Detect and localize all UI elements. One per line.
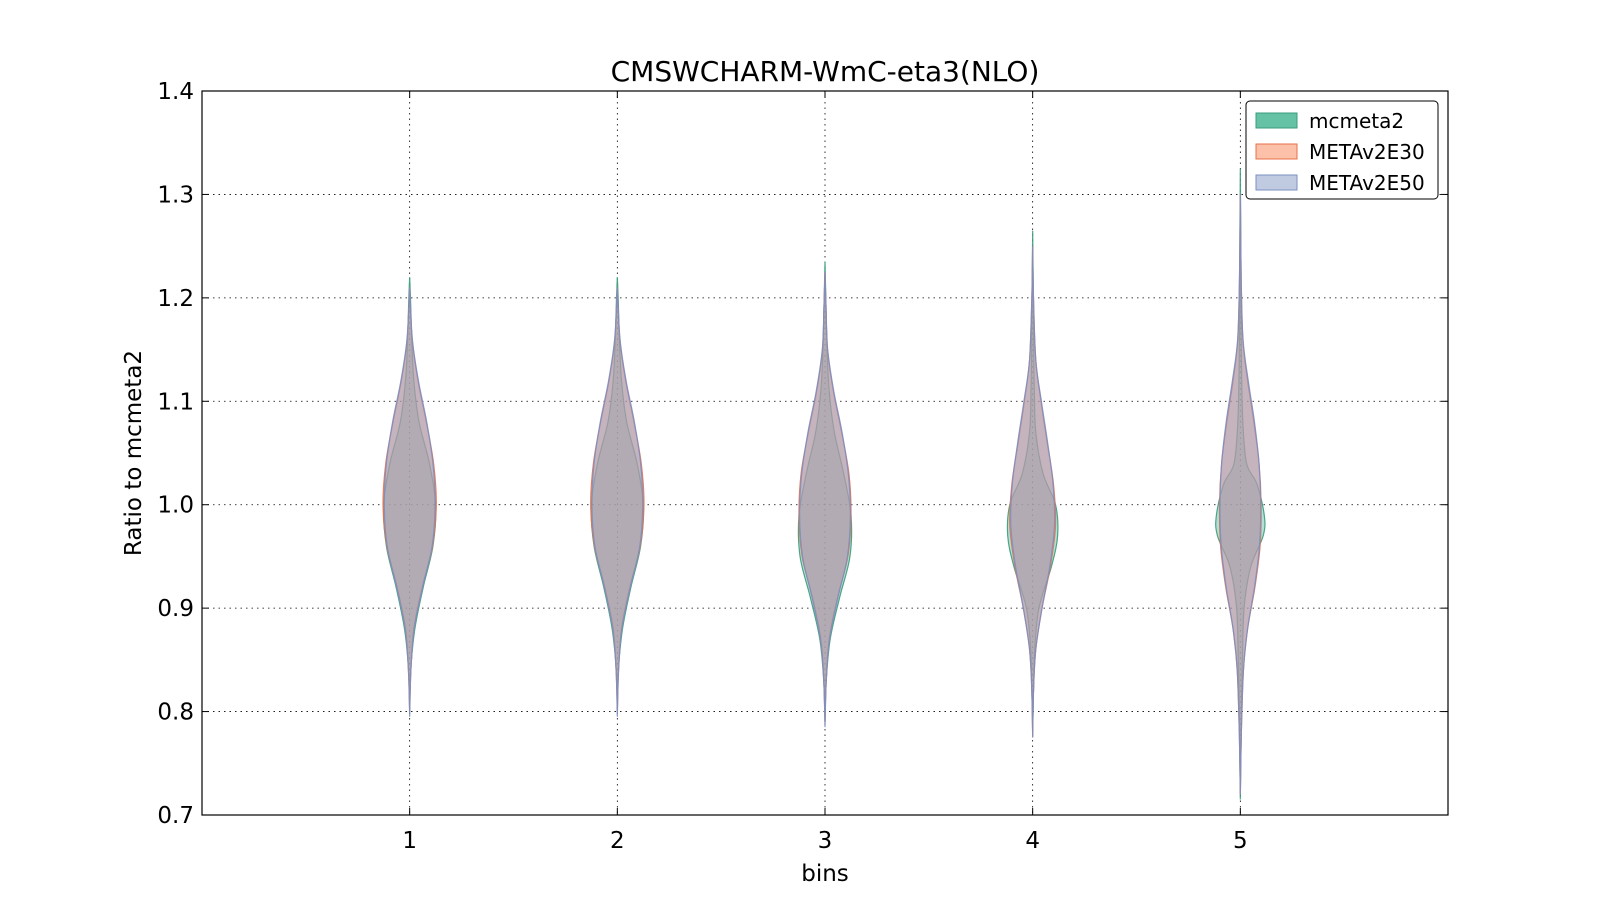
axis-ticks: 1 2 3 4 5 0.7 0.8 0.9 1.0 1.1 1.2 1.3 1.4 [157, 79, 1448, 854]
y-tick-label: 0.9 [157, 596, 194, 622]
y-tick-label: 1.1 [157, 389, 194, 415]
x-tick-label: 5 [1233, 828, 1248, 854]
x-tick-label: 4 [1025, 828, 1040, 854]
chart-title: CMSWCHARM-WmC-eta3(NLO) [611, 55, 1040, 88]
violin-metav2e50-bin-1 [383, 287, 436, 717]
y-axis-label: Ratio to mcmeta2 [121, 350, 147, 556]
violin-metav2e50-bin-2 [591, 287, 644, 717]
legend-label: METAv2E30 [1309, 140, 1425, 164]
violin-layer [382, 168, 1266, 800]
y-tick-label: 0.7 [157, 803, 194, 829]
legend-swatch [1255, 112, 1298, 129]
series-metav2e50 [383, 194, 1262, 795]
y-tick-label: 1.4 [157, 79, 194, 105]
legend-swatch [1255, 174, 1298, 191]
legend-label: METAv2E50 [1309, 171, 1425, 195]
y-tick-label: 1.0 [157, 493, 194, 519]
violin-metav2e50-bin-5 [1219, 194, 1262, 795]
x-tick-label: 3 [818, 828, 833, 854]
y-tick-label: 1.2 [157, 286, 194, 312]
y-tick-label: 0.8 [157, 700, 194, 726]
legend: mcmeta2 METAv2E30 METAv2E50 [1245, 100, 1439, 200]
x-tick-label: 2 [610, 828, 625, 854]
x-tick-label: 1 [402, 828, 417, 854]
violin-metav2e50-bin-3 [799, 271, 851, 728]
violin-metav2e50-bin-4 [1010, 246, 1056, 738]
legend-swatch [1255, 143, 1298, 160]
x-axis-label: bins [801, 861, 849, 887]
y-tick-label: 1.3 [157, 182, 194, 208]
legend-label: mcmeta2 [1309, 109, 1404, 133]
